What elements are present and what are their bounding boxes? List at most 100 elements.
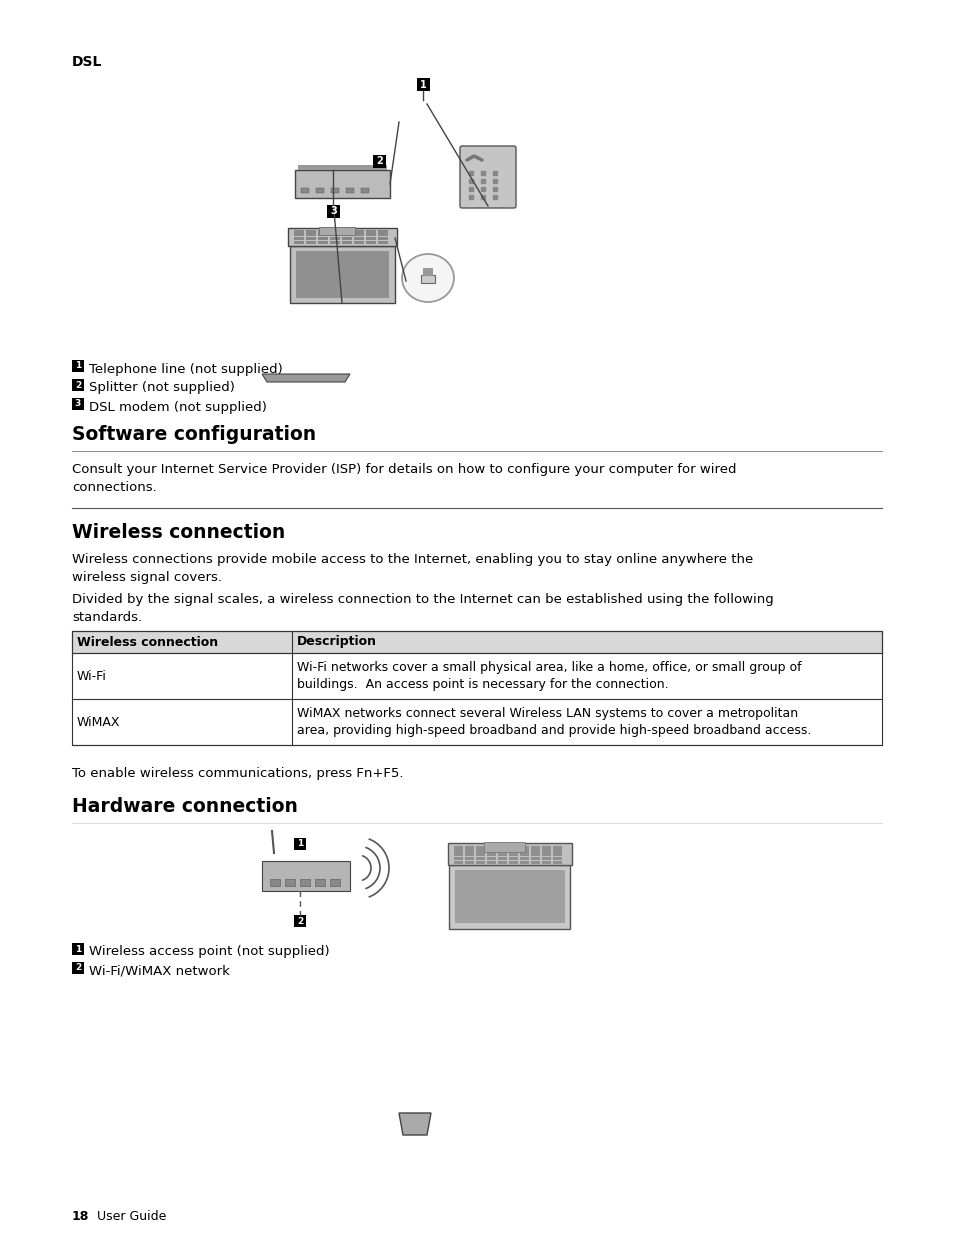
FancyBboxPatch shape bbox=[416, 78, 430, 91]
FancyBboxPatch shape bbox=[377, 233, 388, 236]
FancyBboxPatch shape bbox=[330, 879, 339, 885]
FancyBboxPatch shape bbox=[327, 205, 339, 219]
FancyBboxPatch shape bbox=[373, 156, 386, 168]
FancyBboxPatch shape bbox=[354, 230, 364, 232]
FancyBboxPatch shape bbox=[454, 861, 462, 864]
FancyBboxPatch shape bbox=[366, 230, 375, 232]
FancyBboxPatch shape bbox=[486, 850, 496, 852]
FancyBboxPatch shape bbox=[454, 857, 462, 861]
FancyBboxPatch shape bbox=[290, 246, 395, 303]
FancyBboxPatch shape bbox=[450, 860, 569, 864]
FancyBboxPatch shape bbox=[519, 861, 529, 864]
FancyBboxPatch shape bbox=[509, 850, 517, 852]
Text: Wireless connection: Wireless connection bbox=[71, 522, 285, 542]
Text: Wireless access point (not supplied): Wireless access point (not supplied) bbox=[89, 946, 330, 958]
FancyBboxPatch shape bbox=[541, 850, 551, 852]
FancyBboxPatch shape bbox=[459, 146, 516, 207]
FancyBboxPatch shape bbox=[295, 251, 389, 298]
Ellipse shape bbox=[401, 254, 454, 303]
Text: Wi-Fi: Wi-Fi bbox=[77, 669, 107, 683]
Text: 1: 1 bbox=[74, 362, 81, 370]
FancyBboxPatch shape bbox=[553, 850, 561, 852]
FancyBboxPatch shape bbox=[354, 241, 364, 245]
FancyBboxPatch shape bbox=[346, 188, 354, 193]
FancyBboxPatch shape bbox=[476, 861, 484, 864]
FancyBboxPatch shape bbox=[294, 233, 304, 236]
FancyBboxPatch shape bbox=[317, 230, 328, 232]
FancyBboxPatch shape bbox=[299, 879, 310, 885]
FancyBboxPatch shape bbox=[519, 850, 529, 852]
Text: 1: 1 bbox=[419, 79, 426, 89]
FancyBboxPatch shape bbox=[541, 846, 551, 848]
FancyBboxPatch shape bbox=[306, 237, 315, 240]
FancyBboxPatch shape bbox=[454, 846, 462, 848]
FancyBboxPatch shape bbox=[341, 241, 352, 245]
Text: Hardware connection: Hardware connection bbox=[71, 797, 297, 816]
FancyBboxPatch shape bbox=[341, 230, 352, 232]
FancyBboxPatch shape bbox=[553, 853, 561, 856]
FancyBboxPatch shape bbox=[519, 853, 529, 856]
FancyBboxPatch shape bbox=[553, 861, 561, 864]
Text: 2: 2 bbox=[296, 916, 303, 925]
FancyBboxPatch shape bbox=[294, 230, 304, 232]
FancyBboxPatch shape bbox=[317, 241, 328, 245]
FancyBboxPatch shape bbox=[553, 846, 561, 848]
FancyBboxPatch shape bbox=[531, 861, 539, 864]
FancyBboxPatch shape bbox=[531, 850, 539, 852]
Text: 18: 18 bbox=[71, 1210, 90, 1223]
FancyBboxPatch shape bbox=[476, 857, 484, 861]
FancyBboxPatch shape bbox=[541, 861, 551, 864]
FancyBboxPatch shape bbox=[330, 230, 339, 232]
FancyBboxPatch shape bbox=[270, 879, 280, 885]
FancyBboxPatch shape bbox=[314, 879, 325, 885]
Text: Description: Description bbox=[296, 636, 376, 648]
FancyBboxPatch shape bbox=[476, 850, 484, 852]
FancyBboxPatch shape bbox=[519, 846, 529, 848]
FancyBboxPatch shape bbox=[262, 861, 350, 890]
Text: 1: 1 bbox=[74, 945, 81, 953]
FancyBboxPatch shape bbox=[541, 857, 551, 861]
FancyBboxPatch shape bbox=[464, 846, 474, 848]
FancyBboxPatch shape bbox=[71, 379, 84, 391]
FancyBboxPatch shape bbox=[294, 915, 306, 927]
FancyBboxPatch shape bbox=[377, 237, 388, 240]
FancyBboxPatch shape bbox=[553, 857, 561, 861]
Text: 2: 2 bbox=[74, 380, 81, 389]
FancyBboxPatch shape bbox=[360, 188, 369, 193]
FancyBboxPatch shape bbox=[341, 237, 352, 240]
FancyBboxPatch shape bbox=[71, 944, 84, 955]
FancyBboxPatch shape bbox=[294, 241, 304, 245]
FancyBboxPatch shape bbox=[476, 846, 484, 848]
FancyBboxPatch shape bbox=[306, 233, 315, 236]
FancyBboxPatch shape bbox=[294, 839, 306, 850]
FancyBboxPatch shape bbox=[330, 237, 339, 240]
FancyBboxPatch shape bbox=[297, 165, 387, 170]
FancyBboxPatch shape bbox=[420, 275, 435, 283]
Text: User Guide: User Guide bbox=[97, 1210, 166, 1223]
FancyBboxPatch shape bbox=[448, 844, 572, 864]
FancyBboxPatch shape bbox=[531, 857, 539, 861]
Text: WiMAX: WiMAX bbox=[77, 715, 120, 729]
FancyBboxPatch shape bbox=[377, 241, 388, 245]
FancyBboxPatch shape bbox=[464, 853, 474, 856]
FancyBboxPatch shape bbox=[509, 846, 517, 848]
FancyBboxPatch shape bbox=[317, 233, 328, 236]
FancyBboxPatch shape bbox=[497, 853, 506, 856]
FancyBboxPatch shape bbox=[71, 962, 84, 974]
Text: Consult your Internet Service Provider (ISP) for details on how to configure you: Consult your Internet Service Provider (… bbox=[71, 463, 736, 494]
Text: 2: 2 bbox=[375, 157, 382, 167]
FancyBboxPatch shape bbox=[330, 241, 339, 245]
FancyBboxPatch shape bbox=[497, 846, 506, 848]
FancyBboxPatch shape bbox=[464, 861, 474, 864]
Text: Wi-Fi networks cover a small physical area, like a home, office, or small group : Wi-Fi networks cover a small physical ar… bbox=[296, 661, 801, 692]
Text: Telephone line (not supplied): Telephone line (not supplied) bbox=[89, 363, 282, 375]
FancyBboxPatch shape bbox=[531, 846, 539, 848]
FancyBboxPatch shape bbox=[330, 233, 339, 236]
FancyBboxPatch shape bbox=[288, 228, 396, 246]
FancyBboxPatch shape bbox=[497, 861, 506, 864]
FancyBboxPatch shape bbox=[454, 850, 462, 852]
FancyBboxPatch shape bbox=[509, 861, 517, 864]
Text: To enable wireless communications, press Fn+F5.: To enable wireless communications, press… bbox=[71, 767, 403, 781]
Text: Wi-Fi/WiMAX network: Wi-Fi/WiMAX network bbox=[89, 965, 230, 977]
FancyBboxPatch shape bbox=[71, 398, 84, 410]
